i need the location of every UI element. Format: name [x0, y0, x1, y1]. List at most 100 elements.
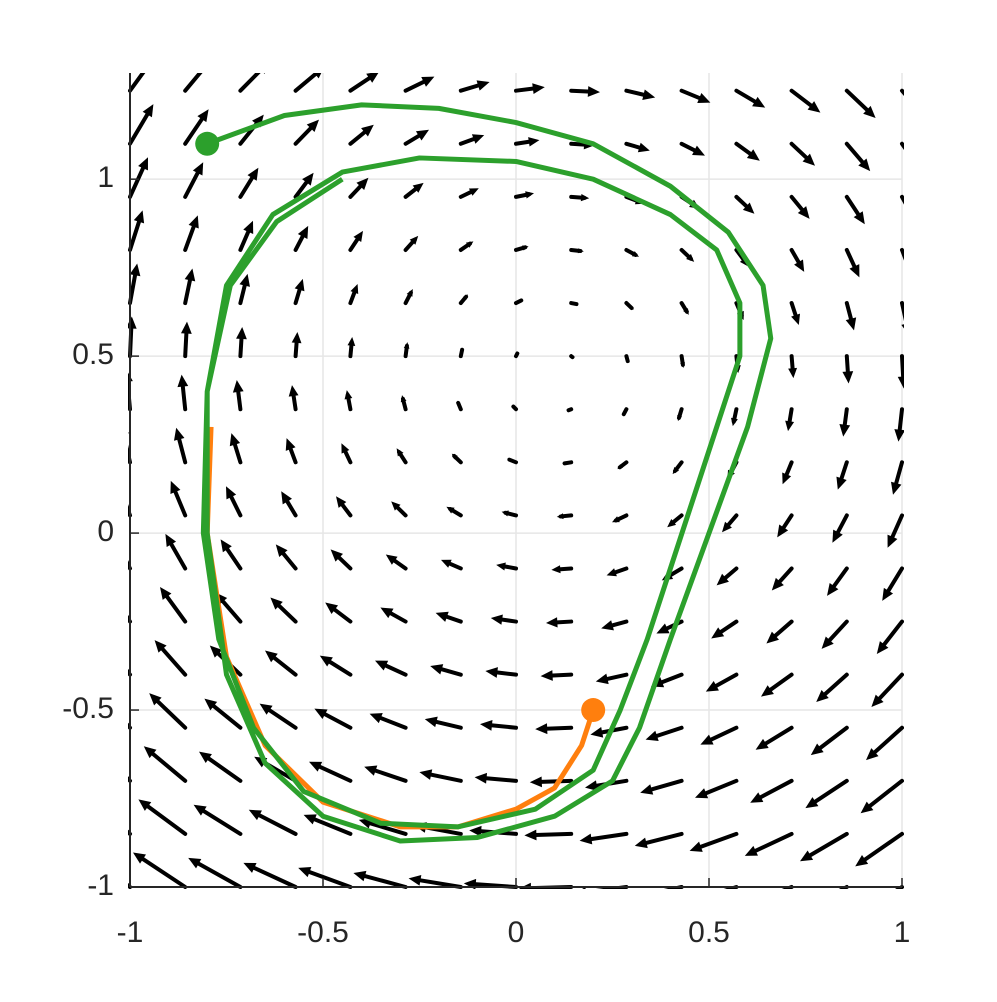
arrow-shaft [754, 778, 794, 802]
arrow-head [138, 157, 148, 171]
arrow-head [180, 321, 192, 334]
arrow [871, 672, 904, 708]
arrow-head [590, 727, 604, 738]
arrow [887, 513, 904, 548]
arrow-head [645, 730, 659, 741]
arrow-shaft [147, 748, 188, 783]
arrow [679, 141, 705, 156]
arrow [330, 549, 353, 571]
arrow-head [490, 614, 503, 625]
arrow [480, 719, 518, 731]
arrow [380, 607, 408, 624]
arrow [601, 619, 629, 631]
arrow-shaft [308, 815, 353, 836]
arrow [676, 407, 684, 422]
arrow-head [501, 510, 509, 517]
arrow [236, 326, 247, 359]
arrow-head [860, 801, 874, 814]
arrow [180, 321, 192, 359]
arrow [132, 852, 188, 889]
arrow [611, 513, 629, 523]
arrow [225, 486, 243, 518]
arrow [348, 177, 369, 199]
arrow [624, 247, 639, 257]
arrow [143, 746, 188, 783]
arrow-shaft [247, 863, 298, 889]
arrow-head [839, 423, 851, 437]
x-tick-label: 0.5 [688, 916, 730, 949]
arrow-head [622, 412, 626, 417]
arrow [897, 354, 904, 389]
arrow-head [412, 182, 424, 193]
arrow-head [746, 149, 760, 161]
arrow-head [132, 852, 146, 864]
arrow-head [220, 539, 232, 553]
arrow-head [858, 158, 871, 172]
arrow [730, 407, 739, 427]
arrow [319, 655, 353, 677]
arrow-shaft [293, 73, 320, 93]
axes: -1 -0.5 0 0.5 1 -1 -0.5 0 0.5 1 [62, 73, 910, 949]
arrow-head [421, 76, 435, 87]
arrow-head [695, 788, 709, 799]
arrow-head [637, 142, 650, 153]
arrow-head [677, 415, 683, 422]
arrow-head [184, 268, 196, 282]
arrow [514, 351, 520, 359]
arrow [183, 109, 209, 146]
arrow-head [580, 194, 590, 202]
arrow [761, 672, 794, 697]
arrow-head [133, 210, 145, 224]
arrow-head [535, 723, 548, 735]
arrow [705, 672, 739, 692]
arrow-head [628, 305, 634, 310]
arrow-shaft [128, 215, 143, 252]
arrow-head [243, 862, 257, 873]
arrow [844, 88, 876, 119]
arrow-head [232, 380, 244, 393]
arrow [624, 354, 630, 364]
arrow-head [364, 765, 378, 776]
arrow [238, 73, 265, 93]
arrow [458, 134, 485, 146]
arrow-head [894, 429, 904, 442]
arrow [595, 672, 629, 685]
arrow [606, 566, 629, 577]
arrow [220, 539, 243, 571]
arrow-head [294, 278, 305, 292]
arrow-head [574, 302, 579, 306]
arrow-head [855, 855, 869, 867]
arrow [842, 354, 854, 384]
arrow-head [711, 627, 725, 639]
arrow [238, 220, 254, 252]
arrow-head [507, 458, 512, 463]
arrow-shaft [844, 141, 868, 168]
arrow-shaft [358, 872, 408, 889]
arrow-head [485, 667, 498, 678]
arrow-head [143, 746, 157, 759]
arrow [800, 831, 849, 862]
arrow-head [606, 568, 617, 577]
arrow [891, 460, 904, 495]
arrow [170, 480, 188, 518]
arrow [204, 698, 243, 730]
arrow-head [247, 167, 259, 181]
arrow-head [516, 352, 518, 355]
arrow [617, 460, 629, 470]
arrow-head [480, 719, 493, 731]
arrow-head [385, 554, 398, 565]
arrow [128, 104, 154, 146]
arrow-shaft [363, 819, 408, 836]
arrow [755, 725, 794, 750]
arrow [810, 725, 849, 756]
arrow-head [672, 467, 680, 475]
arrow-head [821, 636, 834, 649]
arrow [259, 703, 298, 730]
arrow-head [683, 308, 689, 315]
arrow-head [785, 420, 795, 432]
arrow [128, 210, 145, 252]
arrow-shaft [869, 725, 904, 758]
arrow [369, 713, 408, 730]
arrow-head [197, 109, 209, 123]
